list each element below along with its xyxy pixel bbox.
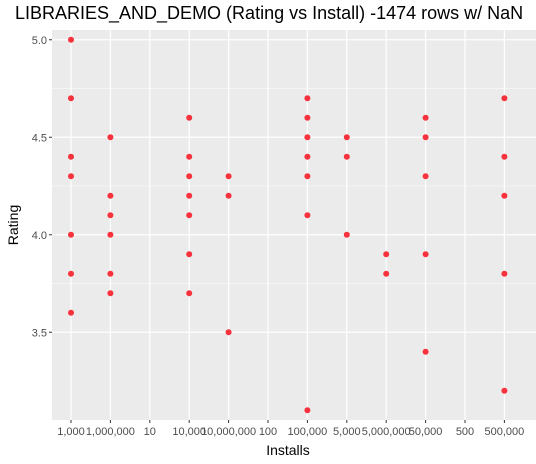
data-point [343,231,350,238]
data-point [304,153,311,160]
data-point [501,387,508,394]
x-tick-label: 5,000 [333,426,361,438]
data-point [501,192,508,199]
data-point [68,270,74,277]
data-point [107,134,114,141]
y-tick-label: 4.0 [32,230,47,242]
data-point [383,251,390,258]
data-point [304,173,311,180]
data-points [68,36,508,414]
x-tick-label: 10,000 [172,426,206,438]
data-point [68,173,74,180]
x-tick-label: 10 [144,426,156,438]
data-point [107,212,114,219]
data-point [501,270,508,277]
data-point [107,231,114,238]
grid-lines [52,30,536,420]
x-tick-label: 1,000,000 [86,426,135,438]
chart-title: LIBRARIES_AND_DEMO (Rating vs Install) -… [15,3,523,24]
data-point [186,290,193,297]
data-point [343,134,350,141]
data-point [186,153,193,160]
data-point [422,134,429,141]
data-point [225,192,232,199]
y-axis-ticks: 3.5 4.0 4.5 5.0 [32,35,52,339]
data-point [501,153,508,160]
data-point [343,153,350,160]
data-point [304,212,311,219]
y-tick-label: 3.5 [32,327,47,339]
data-point [225,173,232,180]
data-point [107,270,114,277]
data-point [422,348,429,355]
data-point [304,407,311,414]
data-point [186,114,193,121]
x-tick-label: 5,000,000 [362,426,411,438]
data-point [383,270,390,277]
data-point [501,95,508,102]
data-point [304,134,311,141]
data-point [186,212,193,219]
data-point [68,153,74,160]
data-point [68,309,74,316]
data-point [186,251,193,258]
x-tick-label: 10,000,000 [201,426,256,438]
data-point [68,36,74,43]
data-point [68,95,74,102]
data-point [225,329,232,336]
x-tick-label: 500 [456,426,474,438]
x-tick-label: 1,000 [57,426,85,438]
data-point [107,192,114,199]
data-point [68,231,74,238]
x-axis-title: Installs [266,442,310,458]
plot-panel [52,30,536,420]
y-tick-label: 5.0 [32,35,47,47]
data-point [422,251,429,258]
x-tick-label: 50,000 [409,426,443,438]
data-point [186,192,193,199]
data-point [107,290,114,297]
x-tick-label: 100,000 [288,426,328,438]
x-tick-label: 500,000 [485,426,525,438]
data-point [186,173,193,180]
data-point [422,114,429,121]
data-point [422,173,429,180]
data-point [304,95,311,102]
x-tick-label: 100 [259,426,277,438]
data-point [304,114,311,121]
y-tick-label: 4.5 [32,132,47,144]
y-axis-title: Rating [5,205,21,245]
